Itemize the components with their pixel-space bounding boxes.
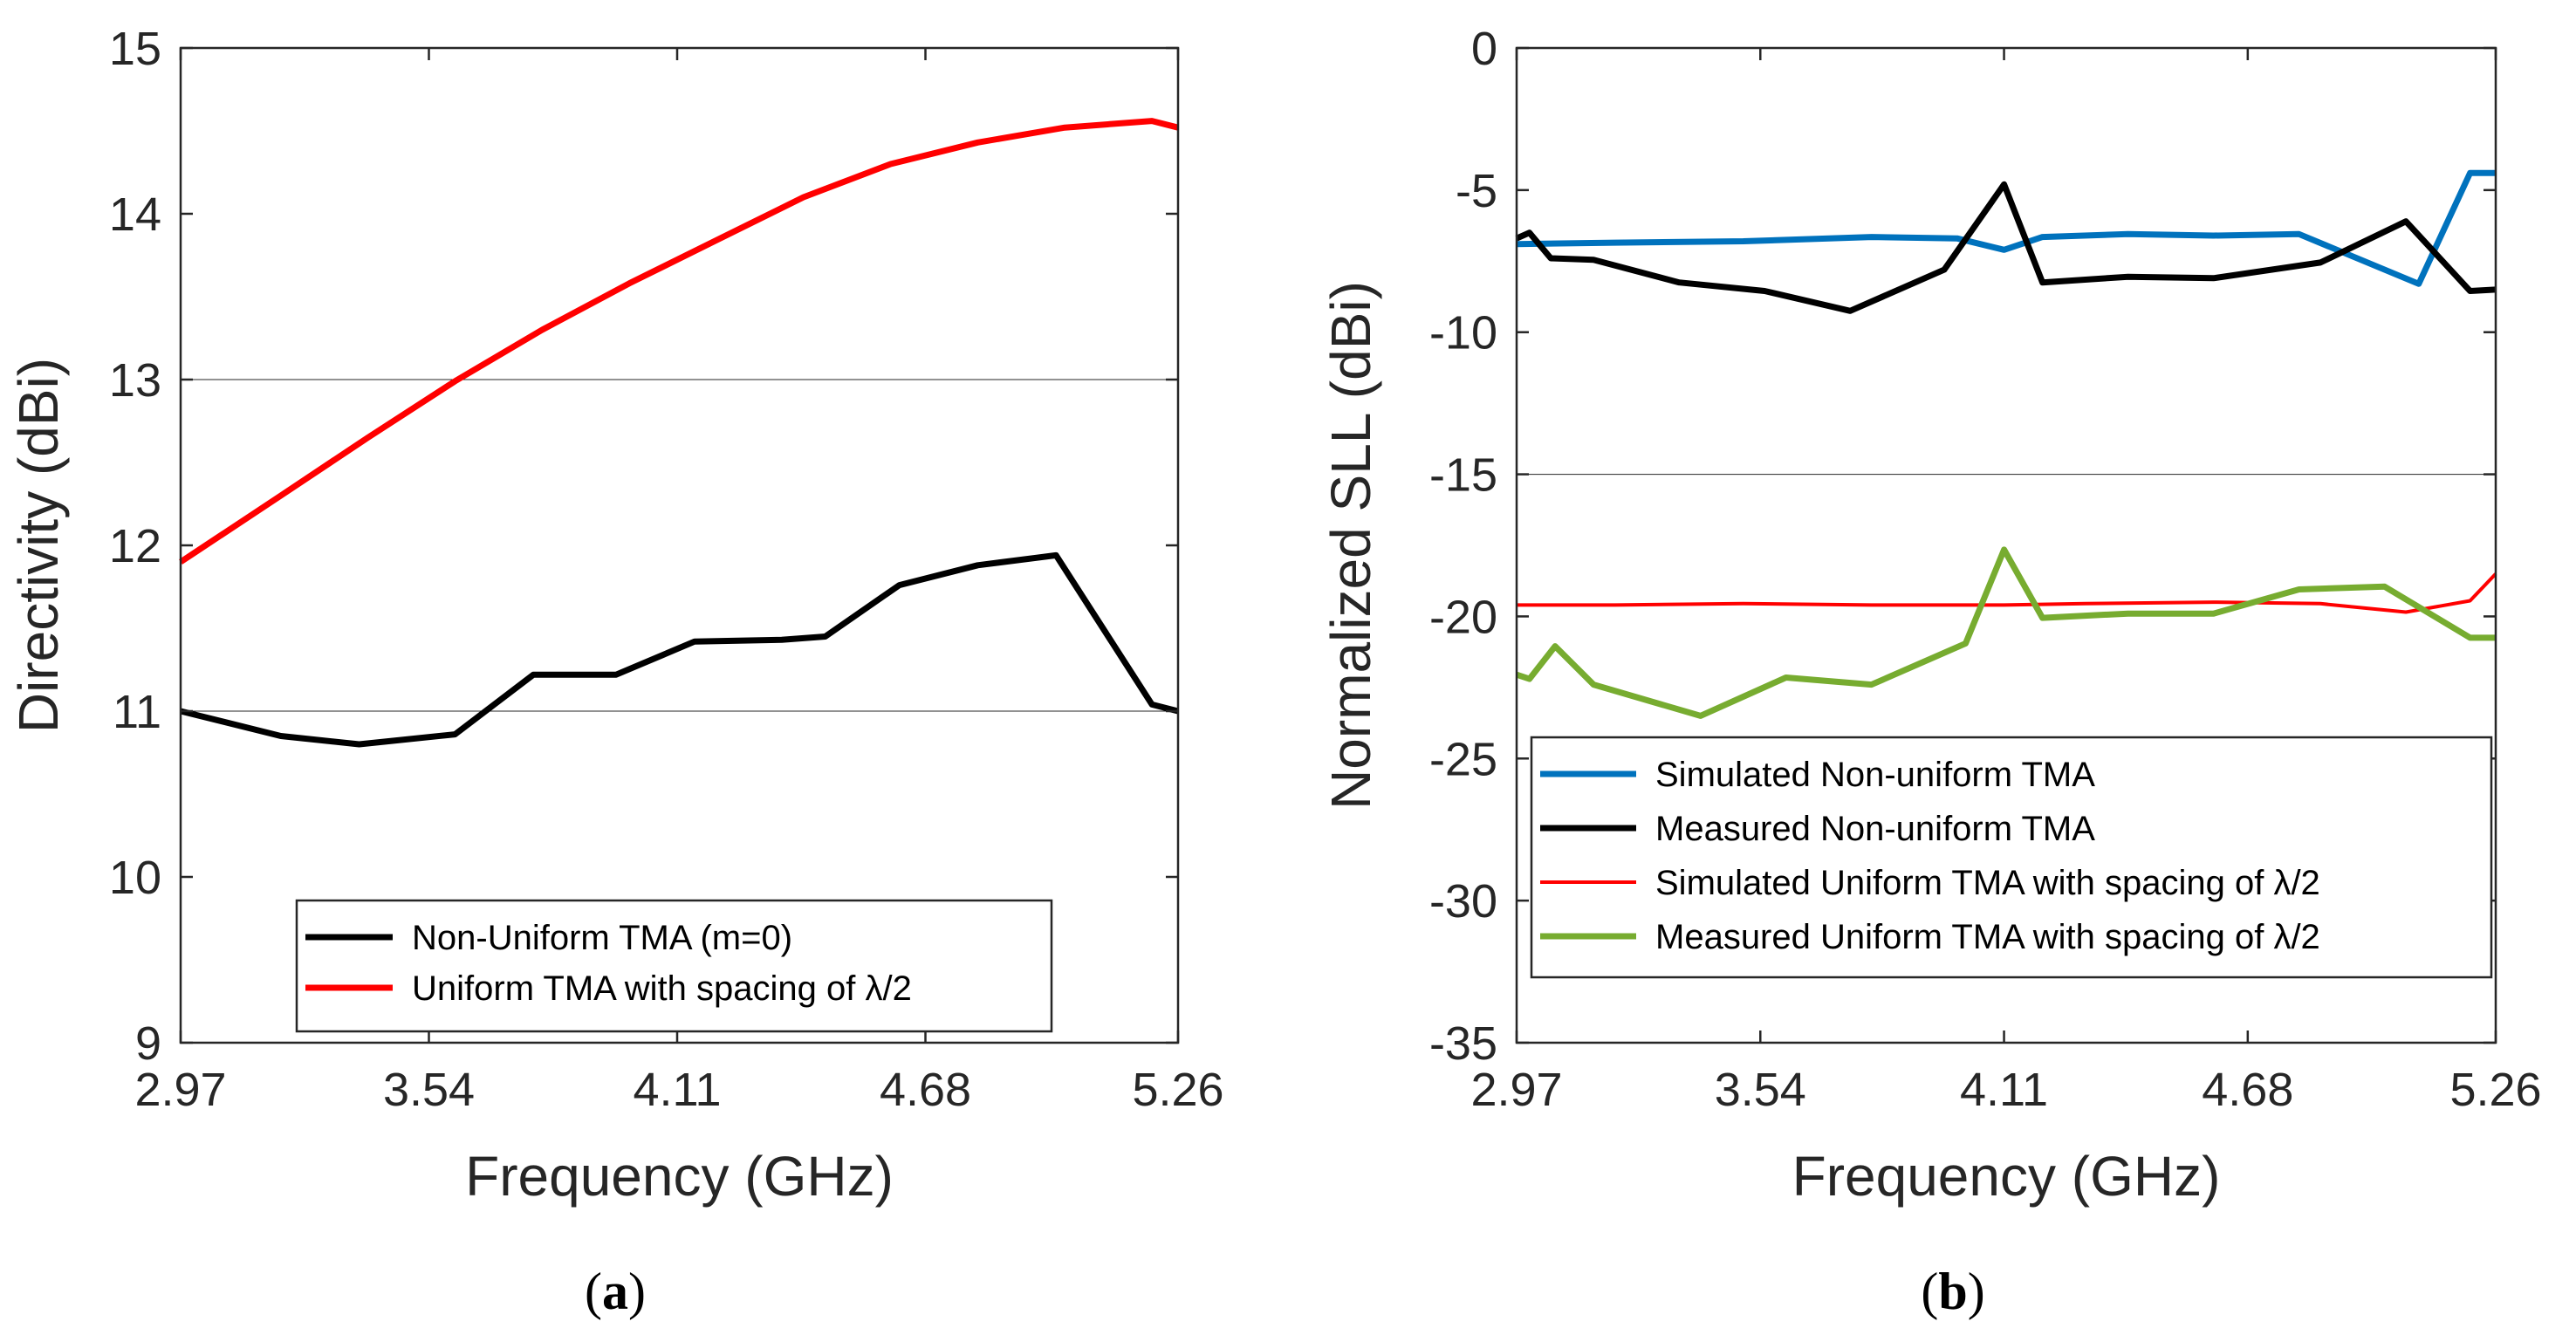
series-line-0: [180, 551, 1179, 748]
y-tick-label-4: 13: [109, 354, 161, 407]
x-tick-label-4: 5.26: [1132, 1064, 1223, 1116]
x-tick-label-2: 4.11: [633, 1064, 721, 1116]
legend-label-0: Simulated Non-uniform TMA: [1655, 756, 2095, 794]
y-tick-label-5: 14: [109, 188, 161, 241]
x-axis-label: Frequency (GHz): [1792, 1145, 2221, 1208]
panel-label-close: ): [1968, 1263, 1985, 1320]
x-tick-label-1: 3.54: [383, 1064, 475, 1116]
x-axis-label: Frequency (GHz): [465, 1145, 894, 1208]
panel-label: (a): [585, 1263, 646, 1320]
chart-panel-0: 9 10 11 12 13 14 15 2.97 3.54 4.11 4.68 5.26 Frequen…: [7, 23, 1224, 1320]
y-tick-label-1: -30: [1429, 875, 1497, 928]
x-tick-label-2: 4.11: [1960, 1064, 2048, 1116]
y-axis-label: Normalized SLL (dBi): [1319, 281, 1382, 810]
y-tick-label-5: -10: [1429, 307, 1497, 359]
x-tick-label-0: 2.97: [134, 1064, 226, 1116]
y-tick-label-3: 12: [109, 520, 161, 572]
legend-label-1: Measured Non-uniform TMA: [1655, 810, 2095, 848]
x-tick-label-3: 4.68: [880, 1064, 971, 1116]
axes-box: [1515, 46, 2497, 1044]
panel-label-letter: a: [602, 1263, 628, 1320]
panel-label-letter: b: [1938, 1263, 1967, 1320]
legend-label-3: Measured Uniform TMA with spacing of λ/2: [1655, 918, 2320, 956]
legend: Non-Uniform TMA (m=0) Uniform TMA with sp…: [295, 899, 1053, 1033]
y-tick-label-4: -15: [1429, 449, 1497, 502]
legend-label-2: Simulated Uniform TMA with spacing of λ/…: [1655, 864, 2320, 902]
y-tick-label-6: -5: [1456, 165, 1497, 217]
y-tick-label-1: 10: [109, 852, 161, 904]
series-line-1: [179, 118, 1179, 565]
y-tick-label-6: 15: [109, 23, 161, 75]
y-tick-label-2: -25: [1429, 733, 1497, 785]
legend-box: [295, 899, 1053, 1033]
series-line-0: [1516, 169, 2496, 287]
x-tick-label-3: 4.68: [2202, 1064, 2293, 1116]
x-tick-label-1: 3.54: [1715, 1064, 1806, 1116]
y-tick-label-0: -35: [1429, 1017, 1497, 1070]
series-line-2: [1517, 572, 2497, 614]
panel-label-close: ): [628, 1263, 646, 1320]
y-tick-label-0: 9: [135, 1017, 161, 1070]
legend: Simulated Non-uniform TMA Measured Non-un…: [1530, 736, 2493, 979]
chart-panel-1: -35 -30 -25 -20 -15 -10 -5 0 2.97 3.54 4.11 4.68 5.2…: [1319, 23, 2542, 1320]
panel-label: (b): [1921, 1263, 1984, 1320]
legend-box: [1530, 736, 2493, 979]
legend-label-0: Non-Uniform TMA (m=0): [412, 919, 792, 957]
panel-label-open: (: [1921, 1263, 1938, 1320]
axes-box: [179, 46, 1180, 1044]
y-tick-label-7: 0: [1471, 23, 1497, 75]
y-axis-label: Directivity (dBi): [7, 358, 70, 733]
x-tick-label-4: 5.26: [2449, 1064, 2541, 1116]
series-line-3: [1515, 546, 2496, 719]
legend-label-1: Uniform TMA with spacing of λ/2: [412, 969, 912, 1008]
panel-label-open: (: [585, 1263, 602, 1320]
series-line-1: [1515, 181, 2497, 314]
y-tick-label-3: -20: [1429, 591, 1497, 643]
y-tick-label-2: 11: [113, 686, 161, 738]
x-tick-label-0: 2.97: [1470, 1064, 1562, 1116]
